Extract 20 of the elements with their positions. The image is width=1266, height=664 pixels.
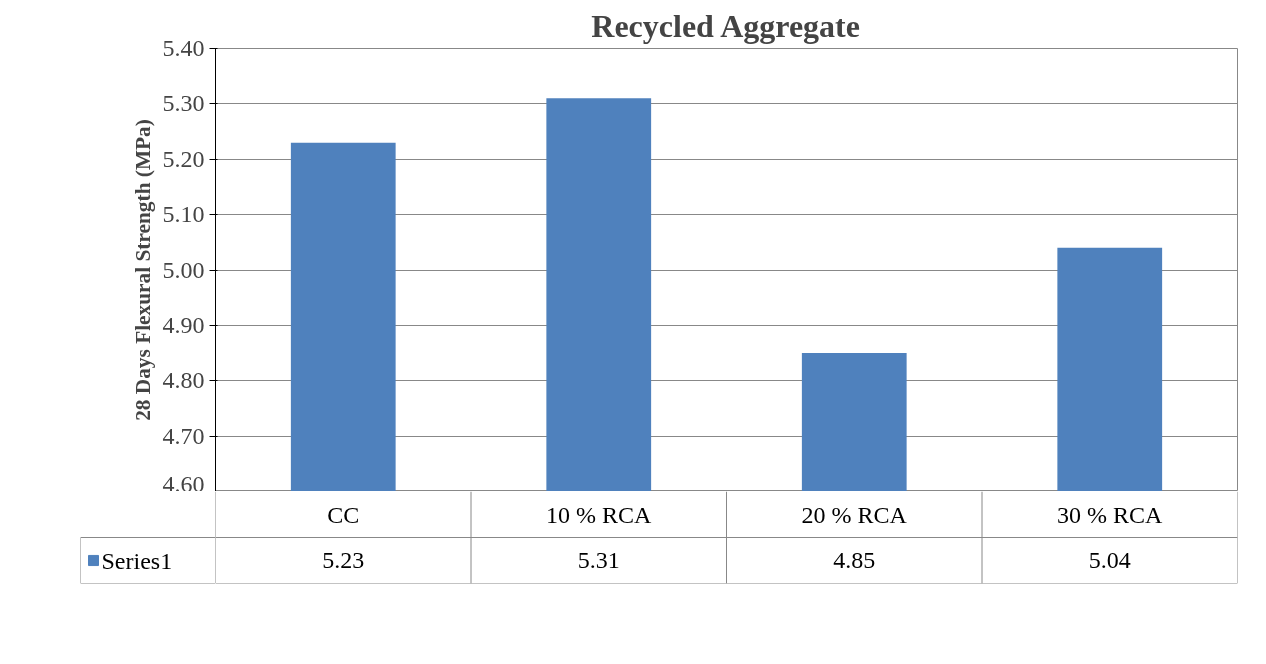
chart-title: Recycled Aggregate [591, 7, 860, 44]
x-tick-label: 20 % RCA [801, 501, 908, 528]
y-tick-label: 5.30 [162, 90, 205, 117]
x-tick-label: CC [327, 501, 360, 528]
y-tick-label: 5.20 [162, 145, 205, 172]
data-label: 5.04 [1088, 547, 1131, 573]
data-label: 5.23 [322, 547, 365, 573]
legend-label: Series1 [101, 547, 173, 574]
y-tick-label: 4.80 [162, 367, 205, 394]
y-tick-label: 4.70 [162, 422, 205, 449]
y-tick-label: 4.90 [162, 311, 205, 338]
y-tick-label: 5.40 [162, 35, 205, 61]
data-label: 4.85 [833, 547, 876, 573]
data-label: 5.31 [577, 547, 620, 573]
y-tick-label: 5.10 [162, 201, 205, 228]
x-tick-label: 30 % RCA [1057, 501, 1164, 528]
y-tick-label: 4.60 [162, 470, 205, 497]
y-axis-title: 28 Days Flexural Strength (MPa) [130, 119, 155, 421]
x-tick-label: 10 % RCA [546, 501, 653, 528]
y-tick-label: 5.00 [162, 256, 205, 283]
